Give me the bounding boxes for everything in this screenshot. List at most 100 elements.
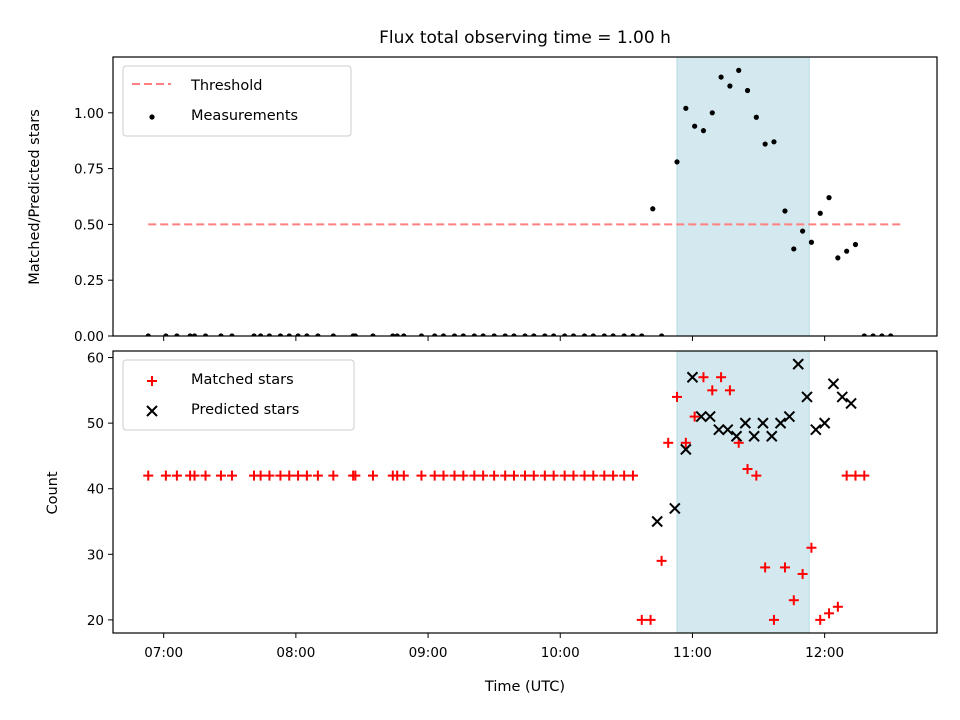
- top-y-tick-label: 0.75: [74, 162, 104, 178]
- measurement-point: [718, 74, 724, 80]
- legend-label: Predicted stars: [191, 402, 299, 418]
- measurement-point: [258, 333, 264, 336]
- matched-star-point: [815, 614, 826, 625]
- measurement-point: [844, 248, 850, 254]
- matched-star-point: [312, 470, 323, 481]
- measurement-point: [817, 210, 823, 216]
- bottom-y-tick-label: 20: [87, 613, 104, 629]
- matched-star-point: [255, 470, 266, 481]
- measurement-point: [174, 333, 180, 336]
- top-y-tick-label: 0.00: [74, 329, 104, 345]
- measurement-point: [145, 333, 151, 336]
- measurement-point: [286, 333, 292, 336]
- measurement-point: [753, 114, 759, 120]
- matched-star-point: [742, 464, 753, 475]
- predicted-star-point: [766, 430, 778, 442]
- matched-star-point: [588, 470, 599, 481]
- legend-box: [122, 65, 352, 137]
- x-tick-label: 10:00: [541, 645, 580, 661]
- matched-star-point: [608, 470, 619, 481]
- measurement-point: [491, 333, 497, 336]
- matched-star-point: [429, 470, 440, 481]
- matched-star-point: [500, 470, 511, 481]
- predicted-star-point: [686, 371, 699, 383]
- x-axis-label: Time (UTC): [484, 679, 565, 695]
- measurement-point: [601, 333, 607, 336]
- legend-predicted-swatch: [146, 405, 158, 417]
- measurement-point: [744, 87, 751, 94]
- measurement-point: [202, 333, 209, 336]
- measurement-point: [692, 123, 698, 129]
- matched-star-point: [171, 470, 182, 481]
- legend-label: Threshold: [190, 78, 262, 94]
- measurement-point: [736, 67, 742, 73]
- predicted-star-point: [757, 417, 769, 429]
- measurement-point: [352, 333, 358, 336]
- predicted-star-point: [792, 358, 804, 370]
- measurement-point: [480, 333, 486, 336]
- bottom-data: [143, 358, 870, 625]
- matched-star-point: [841, 470, 852, 481]
- top-data: [145, 67, 894, 336]
- bottom-y-tick-label: 30: [87, 547, 104, 563]
- measurement-point: [187, 333, 193, 336]
- matched-star-point: [824, 608, 835, 619]
- measurement-point: [251, 333, 257, 336]
- matched-star-point: [489, 470, 500, 481]
- top-axes-frame: [112, 56, 938, 337]
- matched-star-point: [656, 555, 667, 566]
- predicted-star-point: [704, 410, 716, 423]
- matched-star-point: [663, 437, 674, 448]
- matched-star-point: [478, 470, 489, 481]
- measurement-point: [418, 333, 425, 336]
- measurement-point: [531, 333, 537, 336]
- bottom-highlight-span: [676, 350, 810, 634]
- matched-star-point: [568, 470, 579, 481]
- predicted-star-point: [651, 515, 663, 528]
- measurement-point: [762, 141, 768, 147]
- measurement-point: [791, 246, 797, 252]
- measurement-point: [522, 333, 528, 336]
- matched-star-point: [215, 470, 226, 481]
- matched-star-point: [806, 542, 817, 553]
- matched-star-point: [797, 568, 808, 579]
- x-tick-label: 08:00: [276, 645, 315, 661]
- bottom-y-axis-label: Count: [45, 471, 61, 514]
- top-y-tick-label: 1.00: [74, 106, 104, 122]
- measurement-point: [460, 333, 466, 336]
- measurement-point: [683, 105, 689, 111]
- predicted-star-point: [680, 443, 692, 456]
- matched-star-point: [143, 470, 154, 481]
- matched-star-point: [160, 470, 171, 481]
- x-tick-label: 12:00: [805, 645, 844, 661]
- predicted-star-point: [810, 423, 822, 436]
- measurement-point: [511, 333, 517, 336]
- measurement-point: [650, 206, 656, 212]
- measurement-point: [879, 333, 885, 336]
- bottom-y-tick-label: 50: [87, 416, 104, 432]
- predicted-star-point: [818, 417, 831, 429]
- measurement-point: [191, 333, 198, 336]
- predicted-star-point: [695, 410, 707, 423]
- measurement-point: [551, 333, 557, 336]
- matched-star-point: [698, 372, 709, 383]
- matched-star-point: [689, 411, 700, 422]
- measurement-point: [658, 333, 665, 336]
- matched-star-point: [627, 470, 638, 481]
- bottom-y-tick-label: 40: [87, 482, 104, 498]
- predicted-star-point: [836, 391, 848, 403]
- legend-box: [122, 359, 355, 431]
- measurement-point: [835, 255, 841, 261]
- matched-star-point: [293, 470, 304, 481]
- predicted-star-point: [774, 417, 787, 429]
- measurement-point: [570, 333, 577, 336]
- legend-measurement-swatch: [149, 114, 155, 120]
- measurement-point: [440, 333, 447, 336]
- matched-star-point: [599, 470, 610, 481]
- measurement-point: [502, 333, 508, 336]
- x-tick-label: 11:00: [673, 645, 712, 661]
- matched-star-point: [200, 470, 211, 481]
- top-y-tick-label: 0.50: [74, 217, 104, 233]
- x-tick-label: 07:00: [144, 645, 183, 661]
